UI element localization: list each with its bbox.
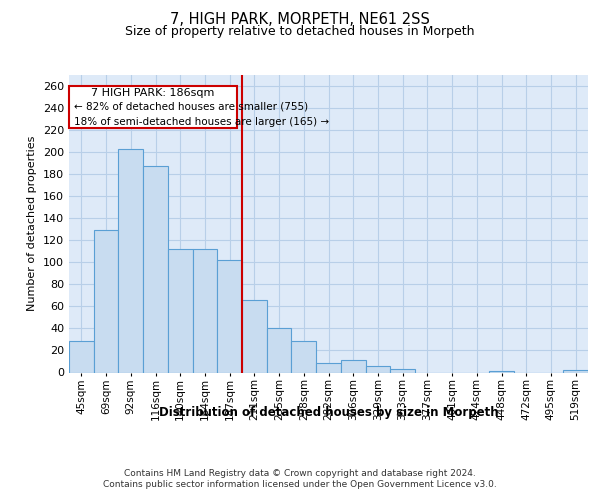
Bar bbox=[292, 340, 316, 372]
Bar bbox=[365, 366, 390, 372]
Text: Contains public sector information licensed under the Open Government Licence v3: Contains public sector information licen… bbox=[103, 480, 497, 489]
Bar bbox=[69, 340, 94, 372]
Bar bbox=[118, 149, 143, 372]
FancyBboxPatch shape bbox=[69, 86, 237, 128]
Text: Size of property relative to detached houses in Morpeth: Size of property relative to detached ho… bbox=[125, 25, 475, 38]
Bar bbox=[316, 362, 341, 372]
Bar bbox=[217, 260, 242, 372]
Bar bbox=[143, 166, 168, 372]
Text: ← 82% of detached houses are smaller (755): ← 82% of detached houses are smaller (75… bbox=[74, 102, 308, 112]
Bar bbox=[94, 230, 118, 372]
Text: 7 HIGH PARK: 186sqm: 7 HIGH PARK: 186sqm bbox=[91, 88, 215, 98]
Bar bbox=[193, 249, 217, 372]
Bar bbox=[341, 360, 365, 372]
Text: Distribution of detached houses by size in Morpeth: Distribution of detached houses by size … bbox=[159, 406, 499, 419]
Bar bbox=[563, 370, 588, 372]
Bar bbox=[390, 369, 415, 372]
Text: 18% of semi-detached houses are larger (165) →: 18% of semi-detached houses are larger (… bbox=[74, 117, 329, 127]
Text: 7, HIGH PARK, MORPETH, NE61 2SS: 7, HIGH PARK, MORPETH, NE61 2SS bbox=[170, 12, 430, 28]
Bar bbox=[242, 300, 267, 372]
Bar bbox=[168, 249, 193, 372]
Text: Contains HM Land Registry data © Crown copyright and database right 2024.: Contains HM Land Registry data © Crown c… bbox=[124, 469, 476, 478]
Y-axis label: Number of detached properties: Number of detached properties bbox=[28, 136, 37, 312]
Bar bbox=[267, 328, 292, 372]
